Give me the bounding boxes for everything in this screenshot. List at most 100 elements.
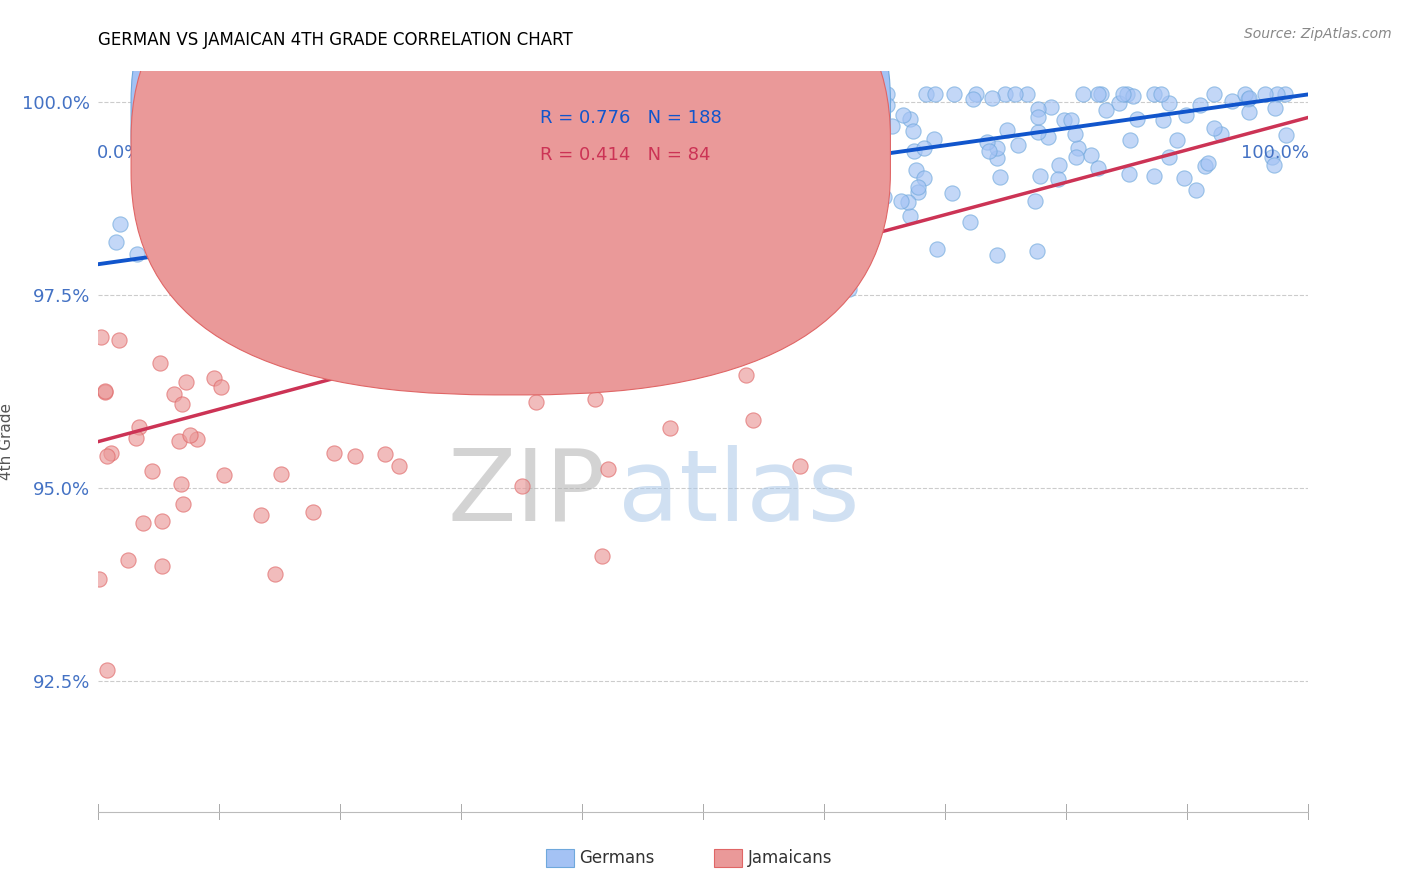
Point (717, 161, 740, 175)
Point (591, 549, 613, 563)
Point (813, 147, 835, 161)
Point (1157, 96, 1180, 111)
Point (284, 130, 307, 145)
FancyBboxPatch shape (131, 0, 890, 358)
Point (907, 179, 929, 194)
Point (172, 497, 194, 511)
Point (374, 447, 396, 461)
Point (820, 155, 842, 169)
Point (977, 144, 1000, 158)
Point (295, 314, 318, 328)
Point (388, 458, 411, 473)
Point (1185, 183, 1208, 197)
Point (554, 227, 576, 242)
Text: Source: ZipAtlas.com: Source: ZipAtlas.com (1244, 27, 1392, 41)
Point (898, 209, 921, 223)
Point (1204, 87, 1226, 102)
Point (838, 122, 860, 136)
Point (734, 127, 756, 141)
Point (596, 461, 619, 475)
Point (96, 449, 118, 463)
Text: GERMAN VS JAMAICAN 4TH GRADE CORRELATION CHART: GERMAN VS JAMAICAN 4TH GRADE CORRELATION… (98, 31, 574, 49)
Point (1234, 87, 1257, 102)
Point (1122, 88, 1144, 103)
Point (1026, 110, 1049, 124)
Point (1087, 87, 1109, 102)
Point (623, 355, 645, 369)
Point (564, 103, 586, 117)
Point (630, 228, 652, 243)
Point (658, 159, 681, 173)
Point (167, 434, 190, 449)
Point (1150, 87, 1173, 102)
Point (1220, 94, 1243, 108)
Point (404, 252, 426, 267)
Point (890, 194, 912, 208)
Point (557, 344, 579, 359)
Point (742, 413, 765, 427)
Point (1060, 112, 1083, 127)
Point (1152, 112, 1174, 127)
Point (651, 218, 673, 232)
Point (316, 261, 339, 276)
Point (628, 146, 651, 161)
FancyBboxPatch shape (131, 0, 890, 395)
Point (554, 185, 576, 199)
Point (640, 103, 662, 117)
Point (343, 449, 366, 463)
Point (766, 260, 789, 274)
Point (927, 242, 949, 256)
Point (915, 87, 938, 102)
Point (127, 247, 149, 261)
Point (571, 231, 593, 245)
Point (700, 204, 723, 219)
Text: ZIP: ZIP (449, 445, 606, 541)
Point (188, 295, 211, 310)
Point (1026, 244, 1049, 258)
Point (657, 227, 679, 241)
Point (536, 187, 558, 202)
Text: Germans: Germans (579, 849, 655, 867)
Point (263, 567, 285, 582)
Point (1118, 133, 1140, 147)
Point (880, 119, 903, 133)
Point (745, 136, 768, 151)
Point (1209, 127, 1232, 141)
Point (1237, 91, 1260, 105)
Point (765, 199, 787, 213)
Point (762, 237, 785, 252)
Point (1204, 120, 1226, 135)
Point (638, 324, 661, 338)
Point (912, 141, 935, 155)
Point (672, 173, 695, 187)
Point (583, 392, 606, 407)
Point (1080, 147, 1102, 161)
Point (1029, 169, 1052, 183)
Point (416, 199, 439, 213)
Point (512, 190, 534, 204)
Point (941, 186, 963, 200)
Point (1064, 150, 1087, 164)
Point (108, 333, 131, 347)
Point (1143, 87, 1166, 102)
Point (270, 467, 292, 482)
Point (825, 205, 848, 219)
Point (907, 186, 929, 200)
Point (1194, 159, 1216, 173)
Point (768, 110, 790, 124)
Point (1237, 104, 1260, 119)
Point (1047, 158, 1070, 172)
Point (789, 458, 811, 473)
Point (569, 148, 592, 162)
Text: R = 0.776   N = 188: R = 0.776 N = 188 (540, 109, 721, 127)
Point (901, 124, 924, 138)
FancyBboxPatch shape (474, 87, 769, 194)
Point (607, 213, 630, 227)
Point (631, 235, 654, 249)
Point (657, 167, 679, 181)
Point (1118, 167, 1140, 181)
Point (690, 145, 713, 160)
Text: atlas: atlas (619, 445, 860, 541)
Point (1263, 158, 1285, 172)
Point (897, 195, 920, 210)
